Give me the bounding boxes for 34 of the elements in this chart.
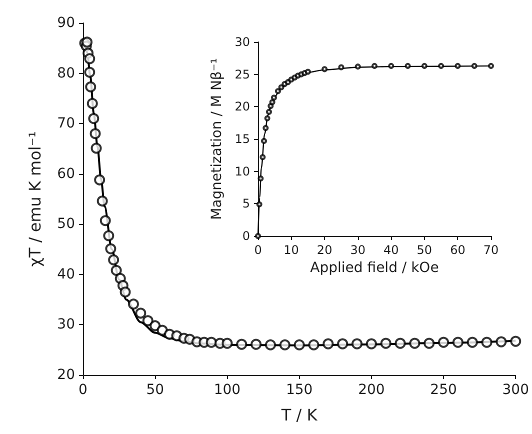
x-axis-title: T / K <box>280 406 318 424</box>
y-tick-label: 10 <box>234 164 250 178</box>
y-tick-label: 15 <box>234 132 250 146</box>
x-tick-label: 50 <box>146 382 164 398</box>
y-tick-label: 80 <box>57 65 75 82</box>
x-tick-label: 0 <box>78 382 88 398</box>
y-tick-label: 5 <box>242 196 250 211</box>
x-tick-label: 150 <box>286 382 313 398</box>
x-axis-title: Applied field / kOe <box>310 260 439 276</box>
y-tick-label: 0 <box>242 229 250 243</box>
y-tick-label: 30 <box>57 316 75 333</box>
y-tick-label: 70 <box>57 116 75 132</box>
x-tick-label: 60 <box>450 243 466 257</box>
x-tick-label: 10 <box>284 243 299 257</box>
y-tick-label: 60 <box>57 166 75 182</box>
y-tick-label: 40 <box>57 266 75 282</box>
y-tick-label: 20 <box>234 100 250 114</box>
x-tick-label: 250 <box>430 382 457 398</box>
y-axis-title: Magnetization / M Nβ⁻¹ <box>208 58 225 220</box>
x-tick-label: 100 <box>214 382 241 398</box>
x-tick-label: 200 <box>358 382 385 398</box>
x-tick-label: 0 <box>254 243 262 257</box>
y-tick-label: 25 <box>234 67 250 82</box>
x-tick-label: 300 <box>502 382 530 398</box>
y-tick-label: 30 <box>234 35 250 49</box>
x-tick-label: 20 <box>316 243 332 257</box>
x-tick-label: 40 <box>384 243 399 257</box>
y-tick-label: 20 <box>57 367 75 383</box>
x-tick-label: 70 <box>483 243 499 257</box>
x-tick-label: 50 <box>416 243 432 257</box>
y-tick-label: 90 <box>57 15 75 31</box>
y-tick-label: 50 <box>57 216 75 232</box>
y-axis-title: χT / emu K mol⁻¹ <box>26 131 44 267</box>
x-tick-label: 30 <box>350 243 366 257</box>
